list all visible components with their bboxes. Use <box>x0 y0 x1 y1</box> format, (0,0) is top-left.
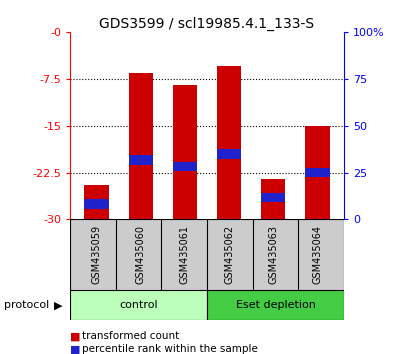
Bar <box>84 199 109 209</box>
Text: GSM435063: GSM435063 <box>268 225 278 284</box>
Bar <box>217 66 241 219</box>
Bar <box>207 290 344 320</box>
Text: protocol: protocol <box>4 300 49 310</box>
Bar <box>217 149 241 159</box>
Text: ■: ■ <box>70 344 80 354</box>
Text: ▶: ▶ <box>54 300 62 310</box>
Bar <box>173 85 197 219</box>
Bar <box>128 73 153 219</box>
Text: control: control <box>119 300 158 310</box>
Text: GSM435062: GSM435062 <box>224 225 234 284</box>
Text: ■: ■ <box>70 331 80 341</box>
Text: GSM435064: GSM435064 <box>312 225 322 284</box>
Text: GSM435060: GSM435060 <box>136 225 146 284</box>
Text: GSM435061: GSM435061 <box>180 225 190 284</box>
Bar <box>173 162 197 171</box>
Bar <box>128 155 153 165</box>
Bar <box>305 126 330 219</box>
Title: GDS3599 / scl19985.4.1_133-S: GDS3599 / scl19985.4.1_133-S <box>100 17 314 31</box>
Text: transformed count: transformed count <box>82 331 179 341</box>
Text: Eset depletion: Eset depletion <box>236 300 316 310</box>
Text: GSM435059: GSM435059 <box>92 225 102 284</box>
Bar <box>84 185 109 219</box>
Bar <box>261 193 286 202</box>
Bar <box>305 168 330 177</box>
Bar <box>261 179 286 219</box>
Text: percentile rank within the sample: percentile rank within the sample <box>82 344 258 354</box>
Bar <box>70 290 207 320</box>
